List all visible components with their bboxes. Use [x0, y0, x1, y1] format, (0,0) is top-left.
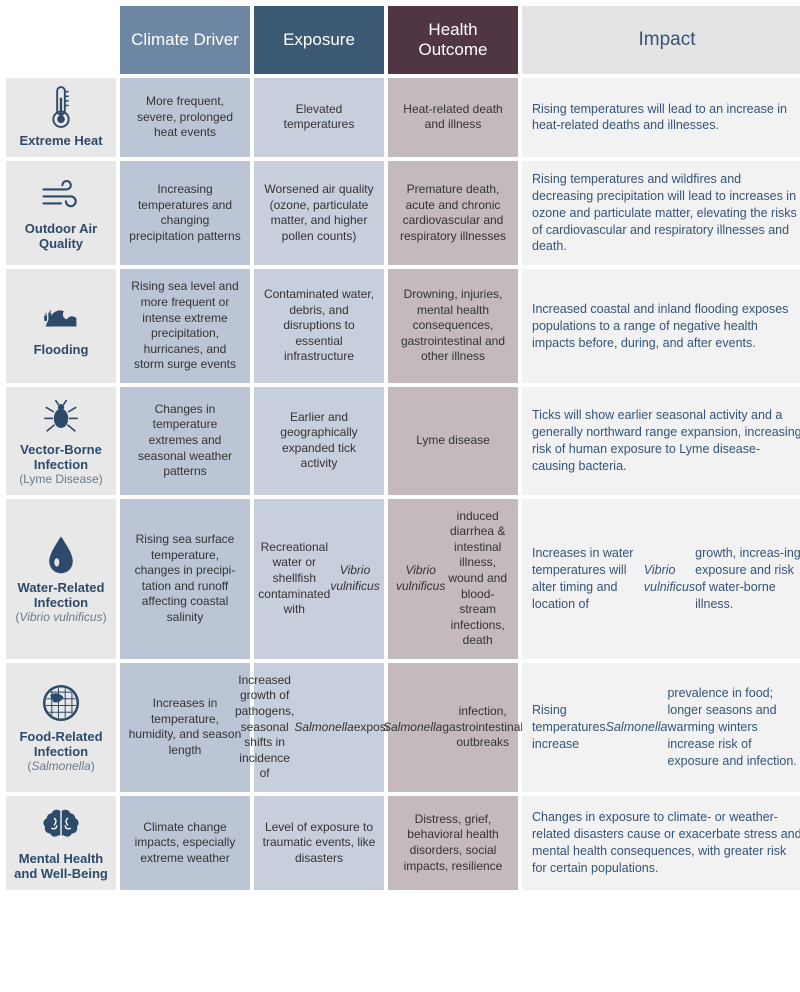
header-health-outcome: Health Outcome — [388, 6, 518, 74]
drop-icon — [40, 533, 82, 575]
row-label-0: Extreme Heat — [6, 78, 116, 157]
cell-impact: Rising temperatures increase Salmonella … — [522, 663, 800, 792]
cell-outcome: Heat-related death and illness — [388, 78, 518, 157]
row-label-1: Outdoor Air Quality — [6, 161, 116, 265]
row-subtitle: (Vibrio vulnificus) — [15, 611, 106, 625]
row-title: Extreme Heat — [19, 134, 102, 149]
cell-exposure: Level of exposure to traumatic events, l… — [254, 796, 384, 890]
cell-climate: More frequent, severe, prolonged heat ev… — [120, 78, 250, 157]
cell-impact: Changes in exposure to climate- or weath… — [522, 796, 800, 890]
cell-climate: Increasing temperatures and changing pre… — [120, 161, 250, 265]
row-label-4: Water-Related Infection(Vibrio vulnificu… — [6, 499, 116, 659]
wind-icon — [40, 174, 82, 216]
climate-health-table: Climate DriverExposureHealth OutcomeImpa… — [0, 0, 800, 896]
cell-exposure: Elevated temperatures — [254, 78, 384, 157]
cell-climate: Rising sea surface temperature, changes … — [120, 499, 250, 659]
wave-icon — [40, 295, 82, 337]
header-exposure: Exposure — [254, 6, 384, 74]
row-label-5: Food-Related Infection(Salmonella) — [6, 663, 116, 792]
row-title: Vector-Borne Infection — [10, 443, 112, 473]
cell-climate: Rising sea level and more frequent or in… — [120, 269, 250, 383]
thermometer-icon — [40, 86, 82, 128]
cell-climate: Increases in temperature, humidity, and … — [120, 663, 250, 792]
cell-exposure: Contaminated water, debris, and disrupti… — [254, 269, 384, 383]
globe-icon — [40, 682, 82, 724]
brain-icon — [40, 804, 82, 846]
cell-exposure: Earlier and geographically expanded tick… — [254, 387, 384, 495]
cell-impact: Ticks will show earlier seasonal activit… — [522, 387, 800, 495]
row-title: Food-Related Infection — [10, 730, 112, 760]
cell-outcome: Vibrio vulnificus induced diarrhea & int… — [388, 499, 518, 659]
tick-icon — [40, 395, 82, 437]
cell-outcome: Lyme disease — [388, 387, 518, 495]
cell-exposure: Recreational water or shellfish contamin… — [254, 499, 384, 659]
header-impact: Impact — [522, 6, 800, 74]
cell-outcome: Distress, grief, behavioral health disor… — [388, 796, 518, 890]
row-label-2: Flooding — [6, 269, 116, 383]
row-subtitle: (Lyme Disease) — [19, 473, 103, 487]
cell-impact: Increased coastal and inland flooding ex… — [522, 269, 800, 383]
cell-climate: Changes in temperature extremes and seas… — [120, 387, 250, 495]
cell-impact: Increases in water temperatures will alt… — [522, 499, 800, 659]
cell-impact: Rising temperatures will lead to an incr… — [522, 78, 800, 157]
cell-outcome: Salmonella infection, gastrointestinal o… — [388, 663, 518, 792]
row-title: Outdoor Air Quality — [10, 222, 112, 252]
row-title: Mental Health and Well-Being — [10, 852, 112, 882]
cell-exposure: Increased growth of pathogens, seasonal … — [254, 663, 384, 792]
cell-climate: Climate change impacts, especially extre… — [120, 796, 250, 890]
row-title: Flooding — [34, 343, 89, 358]
cell-outcome: Drowning, injuries, mental health conseq… — [388, 269, 518, 383]
cell-exposure: Worsened air quality (ozone, particulate… — [254, 161, 384, 265]
row-label-6: Mental Health and Well-Being — [6, 796, 116, 890]
row-label-3: Vector-Borne Infection(Lyme Disease) — [6, 387, 116, 495]
header-climate-driver: Climate Driver — [120, 6, 250, 74]
cell-impact: Rising temperatures and wildfires and de… — [522, 161, 800, 265]
row-title: Water-Related Infection — [10, 581, 112, 611]
row-subtitle: (Salmonella) — [27, 760, 94, 774]
cell-outcome: Premature death, acute and chronic cardi… — [388, 161, 518, 265]
